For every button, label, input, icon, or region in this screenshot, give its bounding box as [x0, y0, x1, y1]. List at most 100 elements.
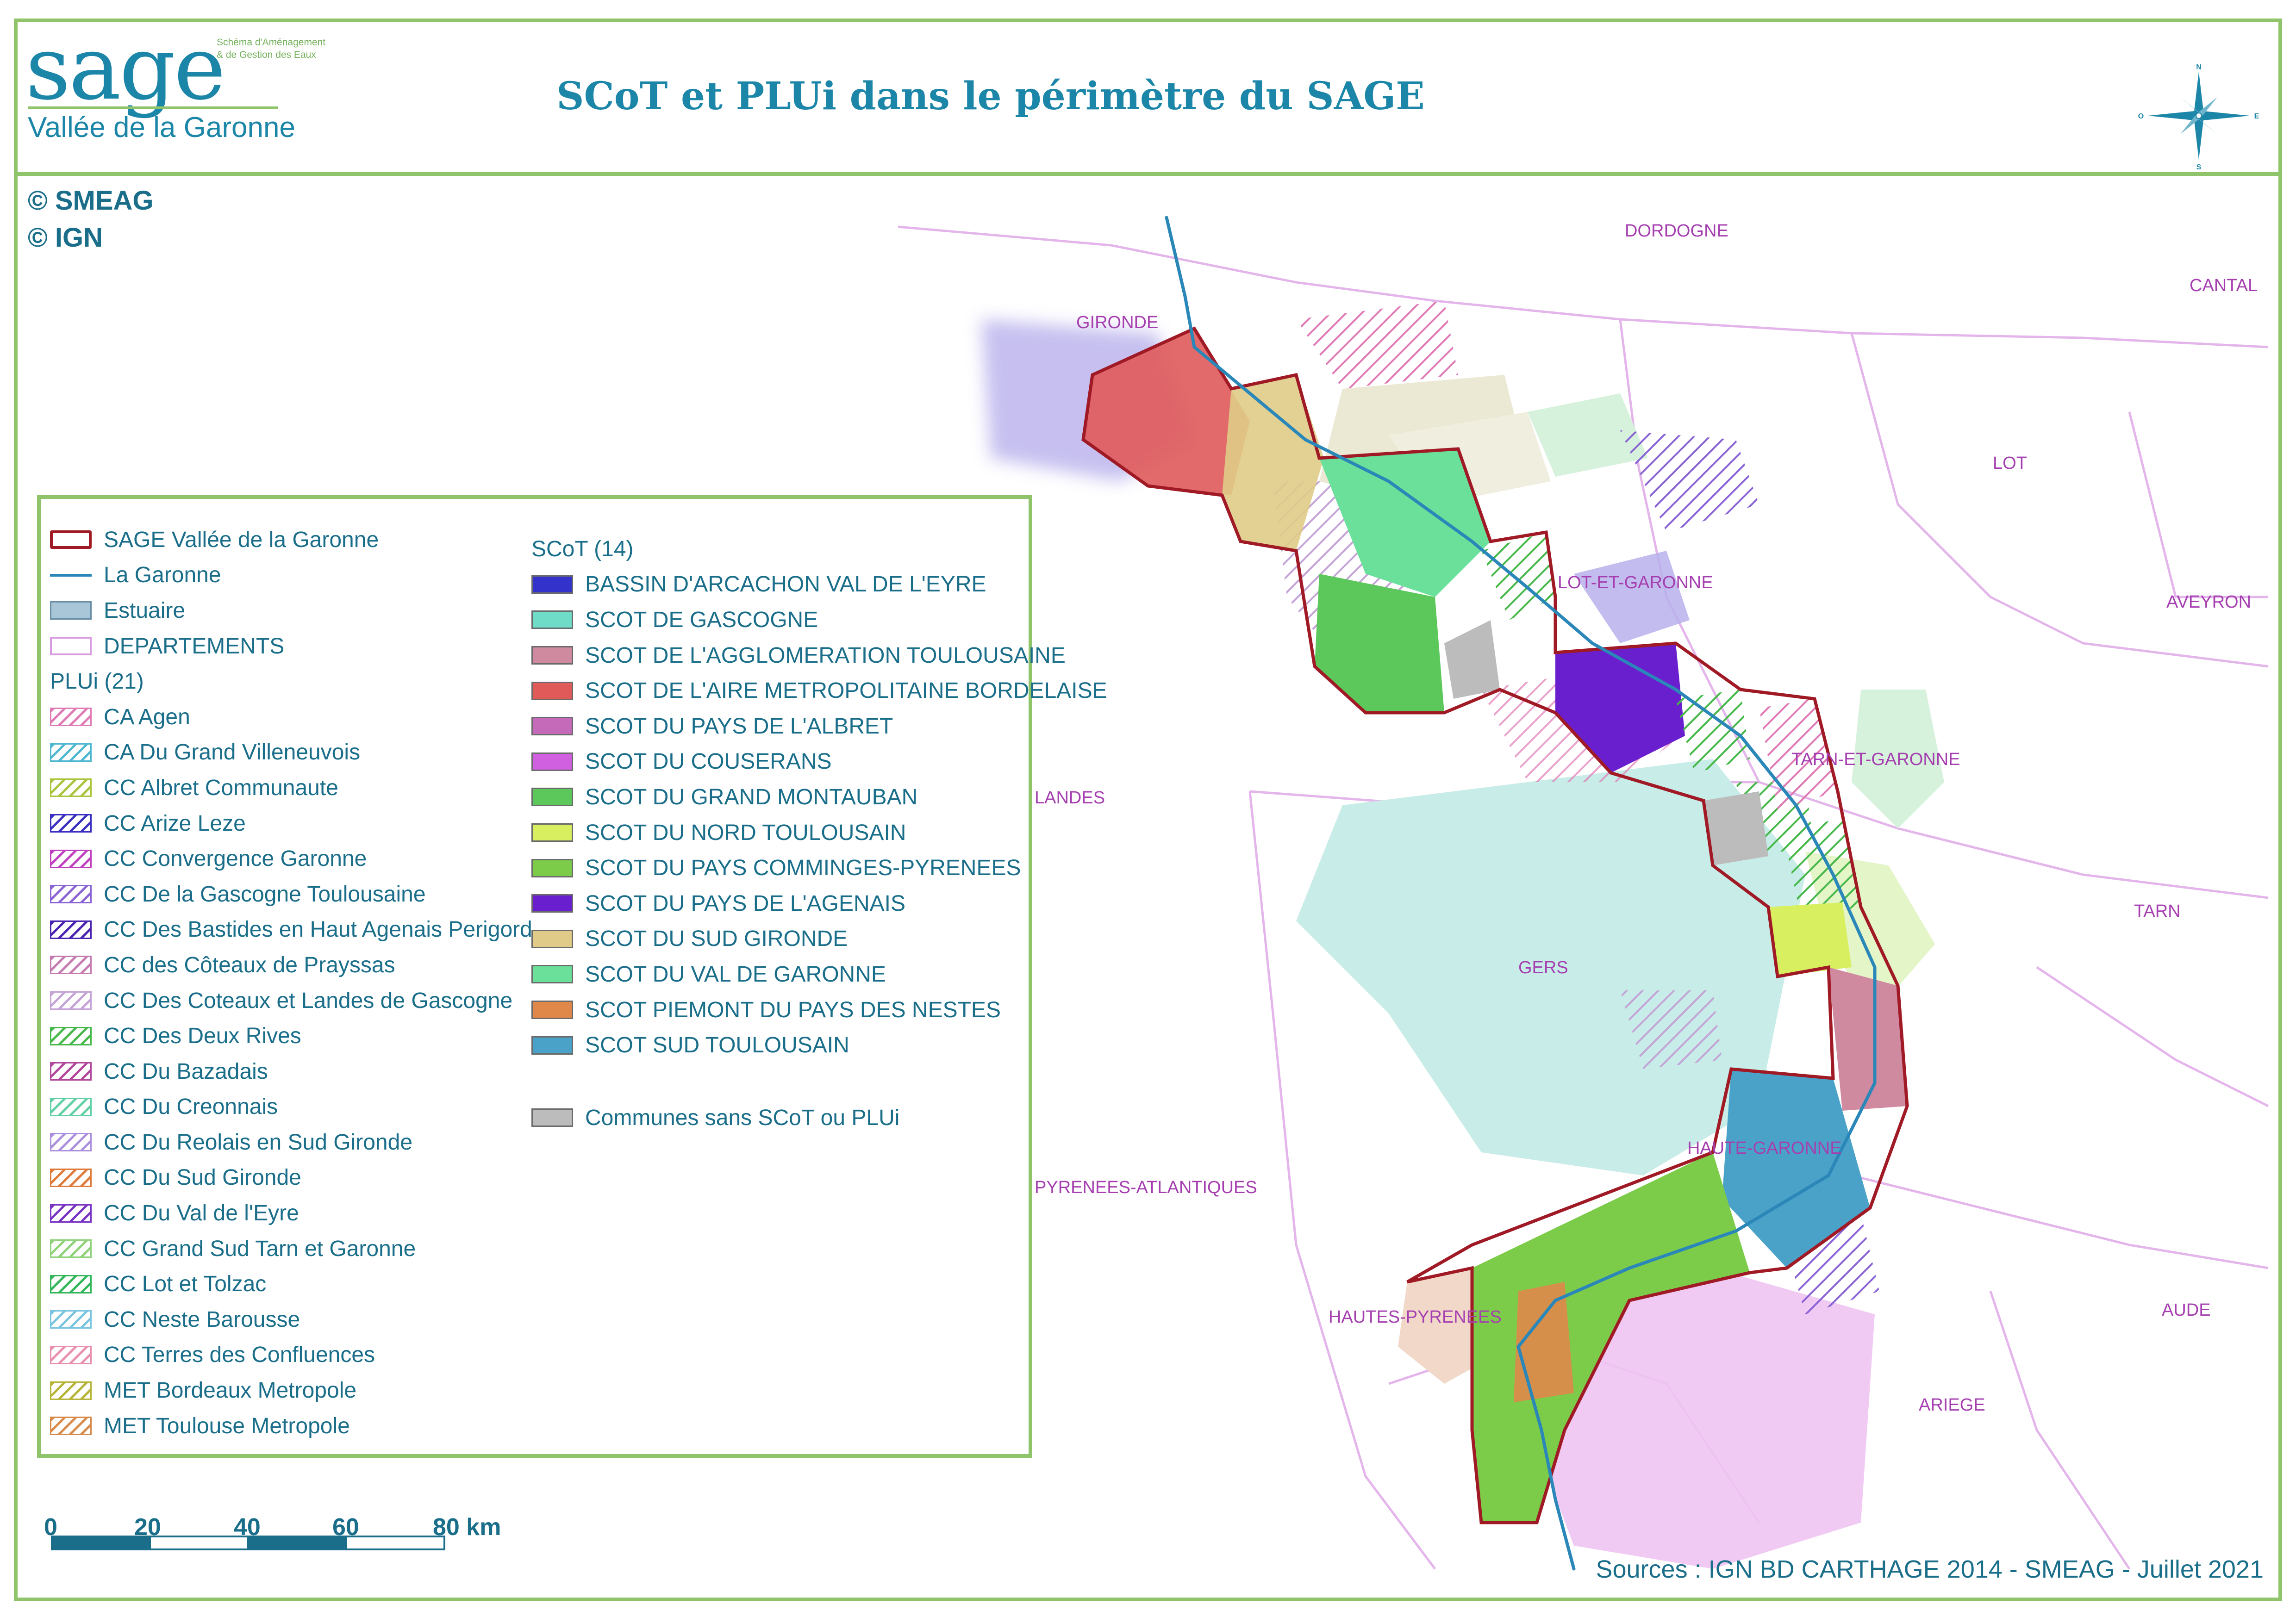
scot-swatch [531, 1001, 573, 1020]
scot-legend-item: BASSIN D'ARCACHON VAL DE L'EYRE [531, 567, 1107, 603]
scot-legend-item: SCOT DE L'AGGLOMERATION TOULOUSAINE [531, 638, 1107, 673]
sage-logo-subtitle: Schéma d'Aménagement & de Gestion des Ea… [217, 37, 326, 60]
plui-legend-label: CC Des Coteaux et Landes de Gascogne [104, 988, 513, 1013]
scale-label-40: 40 [234, 1514, 261, 1541]
scale-label-0: 0 [44, 1514, 57, 1541]
plui-legend-item: CC Arize Leze [50, 806, 532, 841]
legend-panel: SAGE Vallée de la Garonne La Garonne Est… [37, 495, 1107, 1458]
plui-swatch [50, 814, 92, 833]
dept-label-gers: GERS [1518, 958, 1568, 977]
scot-legend-label: SCOT DU NORD TOULOUSAIN [585, 820, 906, 845]
scot-legend-label: SCOT SUD TOULOUSAIN [585, 1033, 849, 1058]
plui-swatch [50, 920, 92, 939]
plui-legend-label: CC Du Bazadais [104, 1059, 268, 1084]
plui-swatch [50, 1417, 92, 1436]
scale-bar [51, 1536, 445, 1550]
legend-heading-plui: PLUi (21) [50, 669, 144, 694]
plui-legend-label: CA Du Grand Villeneuvois [104, 740, 361, 765]
plui-swatch [50, 1062, 92, 1081]
plui-swatch [50, 885, 92, 904]
plui-swatch [50, 1310, 92, 1329]
department-outline-swatch [50, 637, 92, 656]
plui-legend-item: CC De la Gascogne Toulousaine [50, 877, 532, 912]
plui-legend-label: MET Bordeaux Metropole [104, 1378, 357, 1403]
plui-legend-label: CC Neste Barousse [104, 1307, 300, 1332]
plui-legend-label: CC Des Deux Rives [104, 1024, 301, 1049]
plui-legend-label: CC Lot et Tolzac [104, 1272, 267, 1297]
plui-legend-label: MET Toulouse Metropole [104, 1413, 350, 1438]
dept-label-cantal: CANTAL [2190, 276, 2258, 295]
plui-legend-item: CC Du Creonnais [50, 1089, 532, 1125]
scot-legend-item: SCOT DU NORD TOULOUSAIN [531, 815, 1107, 851]
compass-n: N [2196, 63, 2202, 71]
scale-segment-2 [149, 1536, 249, 1550]
plui-swatch [50, 1168, 92, 1187]
plui-legend-item: CC Des Coteaux et Landes de Gascogne [50, 983, 532, 1019]
legend-column-base-plui: SAGE Vallée de la Garonne La Garonne Est… [50, 522, 532, 1443]
map-canvas [898, 216, 2269, 1571]
scale-label-80-km: 80 km [433, 1514, 501, 1541]
scot-legend-label: BASSIN D'ARCACHON VAL DE L'EYRE [585, 572, 986, 597]
plui-legend-item: CA Du Grand Villeneuvois [50, 735, 532, 771]
plui-legend-label: CC Du Reolais en Sud Gironde [104, 1130, 413, 1155]
logo-valley-name: Vallée de la Garonne [28, 112, 295, 143]
scot-legend-item: SCOT DU SUD GIRONDE [531, 921, 1107, 957]
dept-label-gironde: GIRONDE [1076, 313, 1159, 332]
scot-swatch [531, 929, 573, 948]
scale-segment-3 [247, 1536, 347, 1550]
scot-legend-label: SCOT DU COUSERANS [585, 749, 832, 774]
dept-label-tarn-et-garonne: TARN-ET-GARONNE [1791, 750, 1960, 769]
scot-swatch [531, 646, 573, 665]
dept-label-hautes-pyrenees: HAUTES-PYRENEES [1329, 1307, 1502, 1327]
dept-label-haute-garonne: HAUTE-GARONNE [1687, 1138, 1842, 1158]
plui-legend-item: CA Agen [50, 699, 532, 735]
dept-label-aveyron: AVEYRON [2166, 592, 2252, 612]
sources-credit: Sources : IGN BD CARTHAGE 2014 - SMEAG -… [1596, 1555, 2264, 1583]
scot-swatch [531, 965, 573, 984]
dept-label-lot: LOT [1993, 454, 2027, 473]
scot-legend-label: SCOT DU SUD GIRONDE [585, 927, 848, 951]
dept-label-landes: LANDES [1035, 788, 1105, 808]
plui-swatch [50, 708, 92, 727]
plui-legend-label: CC De la Gascogne Toulousaine [104, 882, 426, 907]
scot-legend-label: SCOT DE L'AIRE METROPOLITAINE BORDELAISE [585, 678, 1107, 703]
scot-legend-label: SCOT DE GASCOGNE [585, 607, 818, 632]
scot-swatch [531, 894, 573, 913]
sage-logo: sage [25, 17, 226, 119]
scot-legend-item: SCOT DU VAL DE GARONNE [531, 957, 1107, 992]
scot-swatch [531, 752, 573, 771]
legend-item-sage: SAGE Vallée de la Garonne [50, 522, 532, 558]
header-frame [14, 19, 2282, 176]
plui-legend-label: CC Du Sud Gironde [104, 1165, 301, 1190]
sage-perimeter [1081, 326, 1909, 1524]
scot-legend-label: SCOT DU GRAND MONTAUBAN [585, 784, 918, 809]
scot-legend-item: SCOT DE L'AIRE METROPOLITAINE BORDELAISE [531, 673, 1107, 709]
scale-label-20: 20 [134, 1514, 161, 1541]
plui-legend-label: CC Des Bastides en Haut Agenais Perigord [104, 917, 532, 942]
plui-legend-label: CA Agen [104, 704, 190, 729]
plui-legend-label: CC Terres des Confluences [104, 1343, 375, 1368]
plui-swatch [50, 1275, 92, 1293]
scot-legend-item: SCOT DU PAYS COMMINGES-PYRENEES [531, 850, 1107, 886]
legend-column-scot: SCoT (14) BASSIN D'ARCACHON VAL DE L'EYR… [531, 531, 1107, 1136]
scot-legend-item: SCOT DU PAYS DE L'ALBRET [531, 709, 1107, 744]
scot-swatch [531, 575, 573, 594]
legend-heading-scot: SCoT (14) [531, 536, 634, 561]
dept-label-tarn: TARN [2134, 902, 2181, 921]
plui-legend-item: CC Du Val de l'Eyre [50, 1195, 532, 1231]
plui-swatch [50, 1381, 92, 1400]
scot-swatch [531, 681, 573, 700]
river-line-swatch [50, 573, 92, 577]
plui-swatch [50, 743, 92, 762]
plui-legend-item: CC Du Reolais en Sud Gironde [50, 1125, 532, 1160]
scot-swatch [531, 858, 573, 877]
dept-label-ariege: ARIEGE [1919, 1395, 1985, 1415]
legend-item-departements: DEPARTEMENTS [50, 628, 532, 664]
scot-swatch [531, 610, 573, 629]
scot-legend-item: SCOT DU GRAND MONTAUBAN [531, 779, 1107, 815]
plui-legend-item: CC Neste Barousse [50, 1302, 532, 1337]
plui-legend-item: CC Grand Sud Tarn et Garonne [50, 1231, 532, 1267]
plui-swatch [50, 849, 92, 868]
legend-item-no-scot: Communes sans SCoT ou PLUi [531, 1100, 1107, 1136]
plui-legend-label: CC Grand Sud Tarn et Garonne [104, 1236, 416, 1261]
